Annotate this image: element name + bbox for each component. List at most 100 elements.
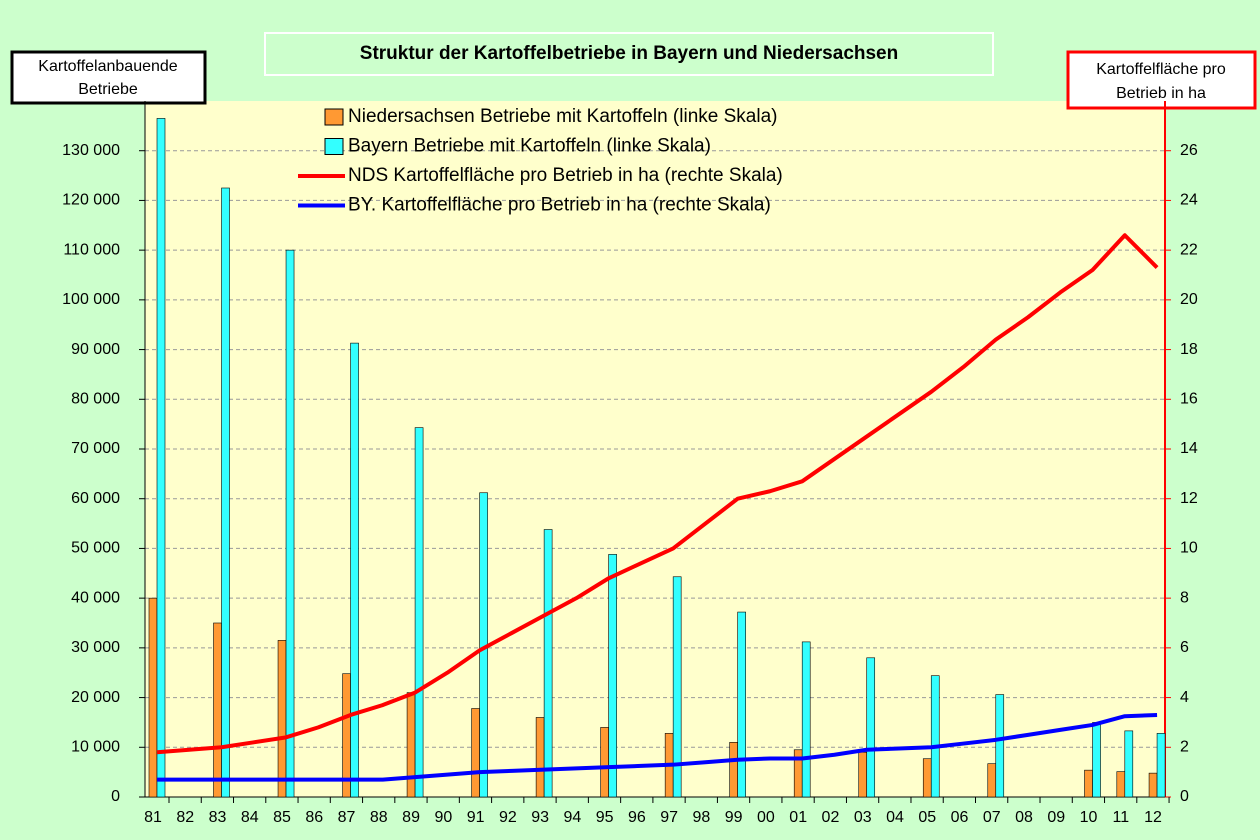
bar bbox=[737, 611, 746, 798]
x-tick-label: 82 bbox=[176, 809, 194, 826]
x-tick-label: 05 bbox=[918, 809, 936, 826]
legend-swatch bbox=[324, 108, 344, 126]
y2-tick-label: 8 bbox=[1180, 589, 1189, 606]
bar bbox=[1116, 771, 1126, 798]
x-tick-label: 87 bbox=[338, 809, 356, 826]
chart-title: Struktur der Kartoffelbetriebe in Bayern… bbox=[360, 43, 898, 64]
x-tick-label: 96 bbox=[628, 809, 646, 826]
y2-label-box bbox=[1066, 50, 1257, 110]
bar bbox=[156, 118, 166, 798]
x-tick-label: 98 bbox=[693, 809, 711, 826]
bar bbox=[1148, 772, 1158, 798]
legend-label: Bayern Betriebe mit Kartoffeln (linke Sk… bbox=[348, 136, 711, 157]
y2-tick-label: 24 bbox=[1180, 192, 1198, 209]
y2-tick-label: 6 bbox=[1180, 639, 1189, 656]
y-tick-label: 20 000 bbox=[71, 689, 120, 706]
x-tick-label: 02 bbox=[822, 809, 840, 826]
y-tick-label: 80 000 bbox=[71, 391, 120, 408]
bar bbox=[414, 427, 424, 798]
bar bbox=[729, 742, 738, 798]
x-tick-label: 83 bbox=[209, 809, 227, 826]
bar bbox=[801, 641, 811, 798]
y2-tick-label: 18 bbox=[1180, 341, 1198, 358]
bar bbox=[350, 342, 359, 798]
y-axis-label: Betriebe bbox=[78, 81, 138, 98]
x-tick-label: 12 bbox=[1144, 809, 1162, 826]
line bbox=[156, 233, 1159, 755]
bar bbox=[858, 751, 868, 798]
bar bbox=[995, 694, 1005, 798]
y-tick-label: 100 000 bbox=[62, 291, 120, 308]
y2-tick-label: 2 bbox=[1180, 739, 1189, 756]
bar bbox=[285, 249, 295, 798]
y2-tick-label: 4 bbox=[1180, 689, 1189, 706]
title-box bbox=[264, 32, 994, 76]
x-tick-label: 90 bbox=[434, 809, 452, 826]
x-tick-label: 88 bbox=[370, 809, 388, 826]
line bbox=[157, 712, 1158, 782]
bar bbox=[406, 692, 416, 798]
y2-tick-label: 14 bbox=[1180, 440, 1198, 457]
bar bbox=[1124, 730, 1134, 798]
bar bbox=[471, 708, 480, 798]
y-tick-label: 130 000 bbox=[62, 142, 120, 159]
y2-tick-label: 26 bbox=[1180, 142, 1198, 159]
x-tick-label: 94 bbox=[563, 809, 581, 826]
x-tick-label: 11 bbox=[1112, 809, 1129, 826]
y2-tick-label: 20 bbox=[1180, 291, 1198, 308]
bar bbox=[930, 675, 940, 798]
x-tick-label: 08 bbox=[1015, 809, 1033, 826]
y-tick-label: 120 000 bbox=[62, 192, 120, 209]
bar bbox=[866, 657, 876, 798]
x-tick-label: 95 bbox=[596, 809, 614, 826]
x-tick-label: 07 bbox=[983, 809, 1001, 826]
y-axis-label: Kartoffelanbauende bbox=[38, 58, 177, 75]
y2-axis-label: Kartoffelfläche pro bbox=[1096, 61, 1226, 78]
y2-tick-label: 22 bbox=[1180, 241, 1198, 258]
bar bbox=[1156, 733, 1166, 798]
y2-axis-label: Betrieb in ha bbox=[1116, 85, 1206, 102]
x-tick-label: 09 bbox=[1047, 809, 1065, 826]
x-tick-label: 93 bbox=[531, 809, 549, 826]
legend-label: BY. Kartoffelfläche pro Betrieb in ha (r… bbox=[348, 195, 771, 216]
x-tick-label: 04 bbox=[886, 809, 904, 826]
bar bbox=[213, 622, 222, 798]
y-tick-label: 70 000 bbox=[71, 440, 120, 457]
bar bbox=[1084, 769, 1093, 798]
x-tick-label: 10 bbox=[1080, 809, 1098, 826]
y-tick-label: 50 000 bbox=[71, 540, 120, 557]
bar bbox=[221, 187, 230, 798]
y-tick-label: 30 000 bbox=[71, 639, 120, 656]
legend-swatch bbox=[324, 138, 344, 155]
x-tick-label: 97 bbox=[660, 809, 678, 826]
y-label-box bbox=[10, 50, 207, 105]
bar bbox=[543, 529, 553, 798]
bar bbox=[1092, 722, 1101, 798]
bar bbox=[987, 763, 997, 798]
y-tick-label: 40 000 bbox=[71, 589, 120, 606]
y2-tick-label: 12 bbox=[1180, 490, 1198, 507]
x-tick-label: 01 bbox=[789, 809, 807, 826]
bar bbox=[277, 640, 287, 798]
x-tick-label: 92 bbox=[499, 809, 517, 826]
y-tick-label: 0 bbox=[111, 788, 120, 805]
bar bbox=[672, 576, 682, 798]
x-tick-label: 99 bbox=[725, 809, 743, 826]
y2-tick-label: 16 bbox=[1180, 391, 1198, 408]
x-tick-label: 91 bbox=[467, 809, 485, 826]
bar bbox=[608, 554, 617, 798]
y-tick-label: 110 000 bbox=[63, 241, 120, 258]
x-tick-label: 85 bbox=[273, 809, 291, 826]
x-tick-label: 06 bbox=[951, 809, 969, 826]
y-tick-label: 60 000 bbox=[71, 490, 120, 507]
legend-label: Niedersachsen Betriebe mit Kartoffeln (l… bbox=[348, 106, 777, 127]
y-tick-label: 90 000 bbox=[71, 341, 120, 358]
x-tick-label: 89 bbox=[402, 809, 420, 826]
bar bbox=[922, 758, 932, 798]
bar bbox=[535, 717, 545, 798]
y2-tick-label: 0 bbox=[1180, 788, 1189, 805]
x-tick-label: 00 bbox=[757, 809, 775, 826]
x-tick-label: 86 bbox=[305, 809, 323, 826]
bar bbox=[148, 597, 158, 798]
